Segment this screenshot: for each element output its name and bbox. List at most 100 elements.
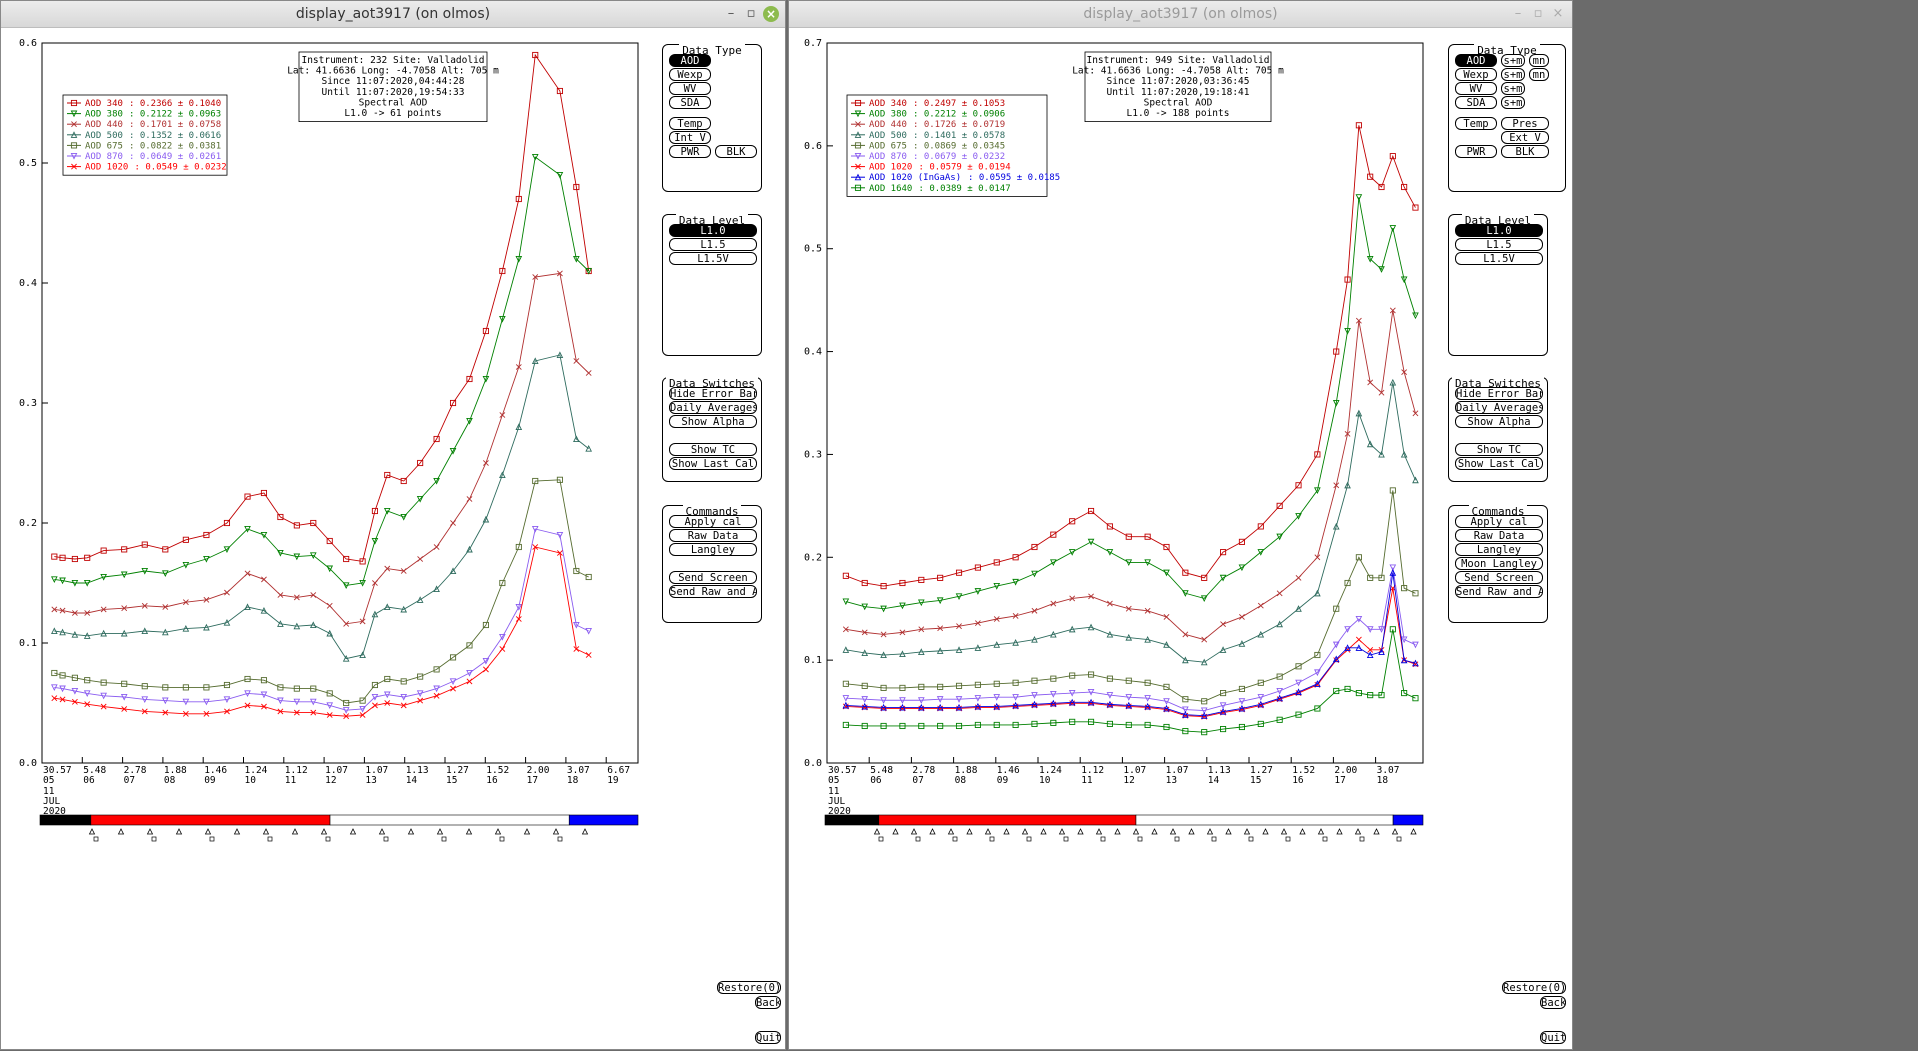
data-point	[1344, 626, 1351, 633]
data-point	[1378, 648, 1385, 655]
wexp-button[interactable]: Wexp	[1455, 68, 1497, 81]
data-point	[974, 644, 982, 651]
show-tc-button[interactable]: Show TC	[669, 443, 757, 456]
title-bar[interactable]: display_aot3917 (on olmos) – ▫ ×	[789, 1, 1572, 28]
data-point	[1144, 695, 1151, 702]
wv-button[interactable]: WV	[669, 82, 711, 95]
pwr-button[interactable]: PWR	[669, 145, 711, 158]
aod-mn-button[interactable]: mn	[1529, 54, 1549, 67]
wv-button[interactable]: WV	[1455, 82, 1497, 95]
series-aod-380	[51, 153, 593, 590]
apply-cal-button[interactable]: Apply cal	[1455, 515, 1543, 528]
data-point	[1389, 487, 1396, 494]
pres-button[interactable]: Pres	[1501, 117, 1549, 130]
aod-s-m-button[interactable]: s+m	[1501, 54, 1525, 67]
show-tc-button[interactable]: Show TC	[1455, 443, 1543, 456]
data-point	[1366, 440, 1374, 448]
level-l15-button[interactable]: L1.5	[669, 238, 757, 251]
close-icon[interactable]: ×	[1552, 6, 1564, 21]
minimize-icon[interactable]: –	[1514, 6, 1522, 21]
info-line: Instrument: 949 Site: Valladolid	[1086, 55, 1269, 66]
data-point	[531, 153, 539, 161]
level-l15v-button[interactable]: L1.5V	[669, 252, 757, 265]
aod-button[interactable]: AOD	[1455, 54, 1497, 67]
wexp-mn-button[interactable]: mn	[1529, 68, 1549, 81]
observation-marker	[209, 836, 215, 842]
title-bar[interactable]: display_aot3917 (on olmos) – ▫ ×	[1, 1, 785, 28]
data-point	[861, 629, 868, 636]
show-alpha-button[interactable]: Show Alpha	[669, 415, 757, 428]
send-screen-button[interactable]: Send Screen	[669, 571, 757, 584]
level-l10-button[interactable]: L1.0	[669, 224, 757, 237]
quit-button[interactable]: Quit	[755, 1031, 781, 1044]
blk-button[interactable]: BLK	[1501, 145, 1549, 158]
sda-button[interactable]: SDA	[1455, 96, 1497, 109]
maximize-icon[interactable]: ▫	[1533, 6, 1543, 21]
x-tick-label-top: 2.78	[124, 765, 147, 776]
observation-marker	[1026, 836, 1032, 842]
data-point	[466, 678, 473, 685]
daily-averages-button[interactable]: Daily Averages	[669, 401, 757, 414]
langley-button[interactable]: Langley	[1455, 543, 1543, 556]
level-l10-button[interactable]: L1.0	[1455, 224, 1543, 237]
wexp-button[interactable]: Wexp	[669, 68, 711, 81]
observation-marker	[291, 828, 299, 835]
send-screen-button[interactable]: Send Screen	[1455, 571, 1543, 584]
maximize-icon[interactable]: ▫	[746, 6, 756, 21]
data-point	[955, 593, 963, 600]
data-point	[1201, 574, 1208, 581]
x-tick-label-bottom: 10	[245, 775, 257, 786]
restore-button[interactable]: Restore(0)	[717, 981, 781, 994]
show-alpha-button[interactable]: Show Alpha	[1455, 415, 1543, 428]
data-point	[1344, 276, 1351, 283]
data-point	[1276, 687, 1283, 695]
data-point	[1219, 707, 1227, 715]
ext-v-button[interactable]: Ext V	[1501, 131, 1549, 144]
data-point	[1182, 728, 1189, 735]
moon-langley-button[interactable]: Moon Langley	[1455, 557, 1543, 570]
daily-averages-button[interactable]: Daily Averages	[1455, 401, 1543, 414]
observation-marker	[267, 836, 273, 842]
x-tick-label-top: 1.52	[1292, 765, 1315, 776]
pwr-button[interactable]: PWR	[1455, 145, 1497, 158]
blk-button[interactable]: BLK	[715, 145, 757, 158]
show-last-cal-button[interactable]: Show Last Cal	[1455, 457, 1543, 470]
level-l15v-button[interactable]: L1.5V	[1455, 252, 1543, 265]
legend-entry: AOD 1640: 0.0389 ± 0.0147	[851, 184, 1011, 194]
data-point	[917, 599, 925, 607]
sda-button[interactable]: SDA	[669, 96, 711, 109]
hide-error-bars-button[interactable]: Hide Error Bars	[669, 387, 757, 400]
restore-button[interactable]: Restore(0)	[1502, 981, 1566, 994]
raw-data-button[interactable]: Raw Data	[1455, 529, 1543, 542]
show-last-cal-button[interactable]: Show Last Cal	[669, 457, 757, 470]
langley-button[interactable]: Langley	[669, 543, 757, 556]
raw-data-button[interactable]: Raw Data	[669, 529, 757, 542]
send-raw-and-aod-button[interactable]: Send Raw and AOD	[1455, 585, 1543, 598]
legend-name: AOD 870	[869, 152, 907, 162]
wv-s-m-button[interactable]: s+m	[1501, 82, 1525, 95]
send-raw-and-aod-button[interactable]: Send Raw and AOD	[669, 585, 757, 598]
apply-cal-button[interactable]: Apply cal	[669, 515, 757, 528]
temp-button[interactable]: Temp	[1455, 117, 1497, 130]
temp-button[interactable]: Temp	[669, 117, 711, 130]
level-l15-button[interactable]: L1.5	[1455, 238, 1543, 251]
close-icon[interactable]: ×	[763, 6, 779, 22]
sda-s-m-button[interactable]: s+m	[1501, 96, 1525, 109]
back-button[interactable]: Back	[1540, 996, 1566, 1009]
data-point	[499, 633, 506, 641]
data-point	[1378, 692, 1385, 699]
data-point	[59, 672, 66, 679]
back-button[interactable]: Back	[755, 996, 781, 1009]
wexp-s-m-button[interactable]: s+m	[1501, 68, 1525, 81]
data-point	[1344, 430, 1351, 437]
data-point	[899, 684, 906, 691]
observation-marker	[1317, 828, 1325, 835]
aod-button[interactable]: AOD	[669, 54, 711, 67]
data-point	[371, 693, 379, 701]
minimize-icon[interactable]: –	[727, 6, 735, 21]
legend-name: AOD 380	[85, 110, 123, 120]
data-point	[100, 692, 107, 700]
hide-error-bars-button[interactable]: Hide Error Bars	[1455, 387, 1543, 400]
int-v-button[interactable]: Int V	[669, 131, 711, 144]
quit-button[interactable]: Quit	[1540, 1031, 1566, 1044]
